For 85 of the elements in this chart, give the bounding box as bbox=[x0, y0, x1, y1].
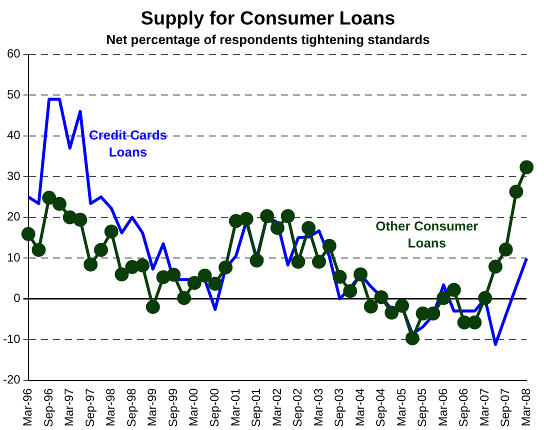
y-tick-label: 20 bbox=[6, 210, 21, 224]
x-tick-label: Sep-04 bbox=[374, 388, 388, 428]
point bbox=[21, 227, 36, 242]
point bbox=[187, 276, 202, 290]
x-tick-label: Mar-02 bbox=[270, 388, 284, 426]
y-tick-label: 60 bbox=[6, 46, 21, 61]
point bbox=[114, 267, 129, 282]
y-tick-label: 30 bbox=[6, 168, 21, 183]
point bbox=[166, 268, 181, 282]
y-tick-label: 50 bbox=[6, 87, 21, 102]
x-tick-label: Mar-96 bbox=[20, 388, 35, 426]
x-tick-label: Sep-06 bbox=[456, 388, 471, 428]
point bbox=[125, 260, 140, 274]
x-tick-label: Sep-05 bbox=[415, 388, 430, 428]
point bbox=[322, 238, 336, 253]
point bbox=[280, 209, 295, 224]
point bbox=[84, 258, 98, 272]
point bbox=[498, 242, 513, 257]
x-tick-label: Sep-02 bbox=[290, 388, 305, 428]
point bbox=[509, 184, 524, 199]
point bbox=[488, 260, 502, 274]
x-tick-label: Sep-03 bbox=[332, 388, 346, 428]
point bbox=[354, 267, 368, 282]
point bbox=[42, 190, 56, 205]
point bbox=[146, 300, 160, 314]
point bbox=[136, 258, 150, 272]
y-tick-label: 0 bbox=[14, 291, 21, 306]
y-tick-label: 10 bbox=[6, 250, 21, 264]
point bbox=[270, 220, 284, 235]
y-tick-label: -20 bbox=[3, 372, 21, 387]
x-tick-label: Sep-98 bbox=[124, 388, 138, 428]
x-tick-label: Mar-99 bbox=[145, 388, 160, 426]
point bbox=[94, 242, 108, 257]
point bbox=[478, 291, 492, 306]
chart-subtitle: Net percentage of respondents tightening standards bbox=[106, 32, 430, 48]
x-tick-label: Sep-07 bbox=[498, 388, 512, 428]
point bbox=[208, 276, 222, 291]
chart-title: Supply for Consumer Loans bbox=[140, 8, 396, 30]
point bbox=[32, 242, 46, 257]
point bbox=[291, 254, 306, 269]
x-tick-label: Mar-01 bbox=[228, 388, 242, 426]
x-tick-label: Mar-03 bbox=[311, 388, 326, 426]
point bbox=[156, 270, 170, 284]
x-tick-label: Mar-04 bbox=[352, 388, 367, 426]
point bbox=[520, 160, 534, 174]
point bbox=[260, 209, 274, 224]
point bbox=[436, 291, 451, 306]
point bbox=[384, 306, 399, 320]
point bbox=[228, 214, 243, 228]
point bbox=[426, 306, 440, 320]
point bbox=[312, 254, 326, 269]
x-tick-label: Sep-00 bbox=[208, 388, 222, 428]
x-tick-label: Mar-08 bbox=[518, 388, 533, 426]
point bbox=[374, 290, 388, 304]
x-tick-label: Mar-97 bbox=[62, 388, 76, 426]
y-tick-label: 40 bbox=[6, 128, 21, 142]
point bbox=[73, 212, 88, 227]
point bbox=[446, 282, 461, 297]
point bbox=[177, 291, 192, 306]
point bbox=[302, 220, 316, 235]
series-label: Credit Cards Loans bbox=[88, 127, 168, 160]
x-tick-label: Sep-97 bbox=[82, 388, 97, 428]
point bbox=[198, 268, 212, 283]
series-label: Other Consumer Loans bbox=[376, 218, 478, 251]
point bbox=[343, 284, 358, 298]
y-tick-label: -10 bbox=[3, 332, 21, 346]
x-tick-label: Mar-98 bbox=[104, 388, 118, 426]
x-tick-label: Sep-96 bbox=[41, 388, 56, 428]
point bbox=[405, 331, 420, 346]
point bbox=[218, 260, 233, 274]
x-tick-label: Mar-05 bbox=[394, 388, 408, 426]
x-tick-label: Mar-06 bbox=[436, 388, 450, 426]
point bbox=[395, 298, 410, 313]
point bbox=[104, 224, 118, 239]
x-tick-label: Mar-00 bbox=[186, 388, 201, 426]
x-tick-label: Sep-01 bbox=[249, 388, 264, 428]
point bbox=[239, 212, 254, 226]
x-tick-label: Mar-07 bbox=[477, 388, 492, 426]
point bbox=[468, 315, 482, 330]
point bbox=[250, 254, 264, 268]
point bbox=[62, 210, 77, 224]
point bbox=[52, 196, 66, 211]
point bbox=[332, 270, 347, 284]
x-tick-label: Sep-99 bbox=[166, 388, 180, 428]
point bbox=[364, 300, 378, 314]
